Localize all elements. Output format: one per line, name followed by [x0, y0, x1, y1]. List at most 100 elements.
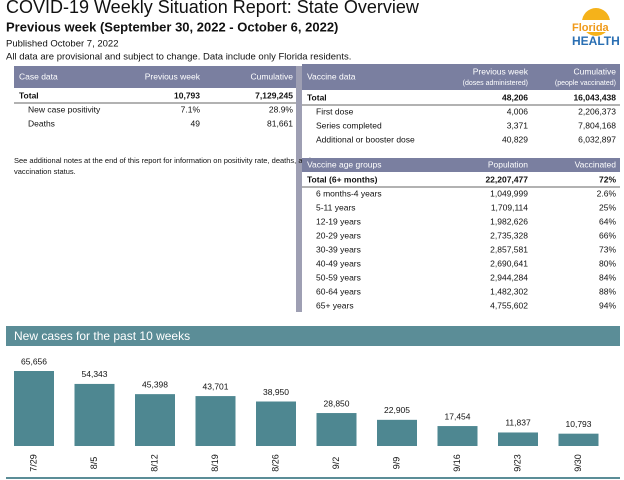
value-label: 22,905: [384, 405, 410, 415]
column-header: Cumulative: [250, 71, 293, 81]
column-note: (doses administered): [463, 80, 528, 87]
row-label: 6 months-4 years: [316, 188, 382, 198]
value-label: 28,850: [324, 398, 350, 408]
x-tick-label: 8/5: [89, 457, 99, 470]
bar: [74, 383, 115, 446]
value-label: 38,950: [263, 387, 289, 397]
row-label: 50-59 years: [316, 272, 361, 282]
x-tick-label: 8/12: [149, 454, 159, 472]
x-tick-label: 7/29: [28, 454, 38, 472]
cell: 72%: [599, 174, 616, 184]
cell: 66%: [599, 230, 616, 240]
bar: [437, 426, 478, 446]
value-label: 54,343: [82, 369, 108, 379]
value-label: 43,701: [203, 381, 229, 391]
row-label: Additional or booster dose: [316, 134, 415, 144]
bar: [316, 413, 357, 446]
cell: 16,043,438: [573, 92, 616, 102]
logo: Florida HEALTH: [570, 8, 622, 48]
row-label: Series completed: [316, 120, 382, 130]
table-header: [302, 158, 620, 172]
cell: 7,804,168: [578, 120, 616, 130]
cell: 10,793: [174, 90, 200, 100]
row-label: 65+ years: [316, 300, 354, 310]
bar: [558, 433, 599, 446]
chart-title: New cases for the past 10 weeks: [14, 329, 190, 343]
bar: [498, 432, 538, 446]
row-label: 12-19 years: [316, 216, 361, 226]
value-label: 65,656: [21, 356, 47, 366]
row-label: 30-39 years: [316, 244, 361, 254]
note: See additional notes at the end of this …: [14, 156, 311, 176]
bar: [377, 419, 417, 446]
column-header: Previous week: [145, 71, 201, 81]
row-label: Total: [307, 92, 327, 102]
cell: 40,829: [502, 134, 528, 144]
cell: 7,129,245: [255, 90, 293, 100]
cell: 2,206,373: [578, 106, 616, 116]
cell: 64%: [599, 216, 616, 226]
cell: 1,482,302: [490, 286, 528, 296]
cell: 3,371: [507, 120, 529, 130]
published: Published October 7, 2022: [6, 39, 119, 50]
bar: [256, 401, 296, 446]
column-note: (people vaccinated): [555, 80, 616, 87]
cell: 73%: [599, 244, 616, 254]
value-label: 45,398: [142, 379, 168, 389]
row-label: Total (6+ months): [307, 174, 378, 184]
cell: 1,049,999: [490, 188, 528, 198]
column-header: Vaccine age groups: [307, 159, 382, 169]
table-header: [14, 66, 296, 88]
x-tick-label: 8/19: [210, 454, 220, 472]
cell: 81,661: [267, 118, 293, 128]
logo-text: HEALTH: [572, 34, 620, 48]
value-label: 11,837: [505, 418, 531, 428]
cell: 25%: [599, 202, 616, 212]
cell: 88%: [599, 286, 616, 296]
column-header: Population: [488, 159, 528, 169]
bar: [14, 371, 54, 446]
row-label: Total: [19, 90, 39, 100]
cell: 48,206: [502, 92, 528, 102]
cell: 2,857,581: [490, 244, 528, 254]
x-tick-label: 9/9: [391, 457, 401, 470]
subtitle: Previous week (September 30, 2022 - Octo…: [6, 19, 338, 34]
chart-header: [6, 326, 620, 346]
row-label: New case positivity: [28, 104, 101, 114]
table-header: [302, 64, 620, 90]
row-label: Deaths: [28, 118, 55, 128]
logo-band: [570, 20, 622, 32]
column-header: Vaccine data: [307, 71, 356, 81]
logo-text: Florida: [572, 22, 610, 34]
cell: 1,709,114: [491, 202, 528, 212]
cell: 2,944,284: [490, 272, 528, 282]
cell: 1,982,626: [490, 216, 528, 226]
cell: 2,735,328: [490, 230, 528, 240]
cell: 84%: [599, 272, 616, 282]
cell: 49: [191, 118, 201, 128]
cell: 6,032,897: [578, 134, 616, 144]
row-label: 20-29 years: [316, 230, 361, 240]
column-header: Case data: [19, 71, 58, 81]
value-label: 17,454: [445, 411, 471, 421]
row-label: 60-64 years: [316, 286, 361, 296]
cell: 7.1%: [181, 104, 201, 114]
cell: 28.9%: [269, 104, 294, 114]
x-tick-label: 9/16: [452, 454, 462, 472]
row-label: 40-49 years: [316, 258, 361, 268]
divider-strip: [296, 66, 302, 312]
column-header: Previous week: [473, 66, 529, 76]
x-tick-label: 8/26: [270, 454, 280, 472]
column-header: Cumulative: [573, 66, 616, 76]
cell: 22,207,477: [485, 174, 528, 184]
title: COVID-19 Weekly Situation Report: State …: [6, 0, 420, 17]
row-label: First dose: [316, 106, 354, 116]
x-tick-label: 9/30: [573, 454, 583, 472]
disclaimer: All data are provisional and subject to …: [6, 52, 351, 63]
column-header: Vaccinated: [575, 159, 617, 169]
cell: 2.6%: [597, 188, 617, 198]
cell: 4,006: [507, 106, 529, 116]
x-tick-label: 9/2: [331, 457, 341, 470]
